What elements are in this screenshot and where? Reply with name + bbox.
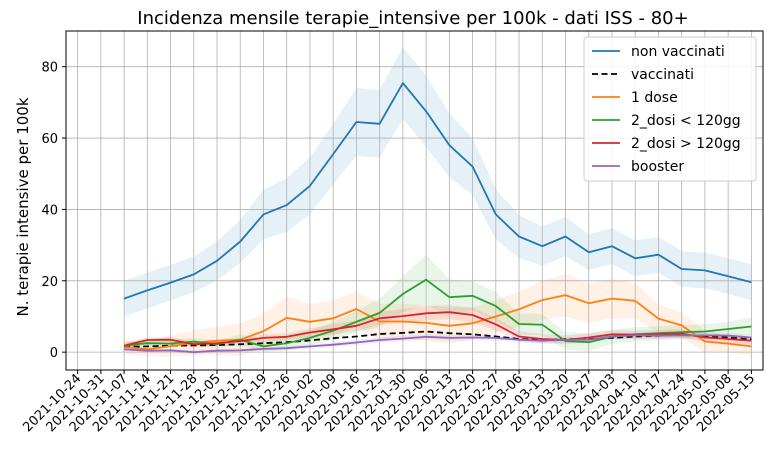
legend-label-0: non vaccinati bbox=[631, 44, 725, 60]
chart-title: Incidenza mensile terapie_intensive per … bbox=[137, 8, 688, 29]
series-line-0 bbox=[123, 82, 752, 300]
legend-label-3: 2_dosi < 120gg bbox=[631, 113, 741, 129]
series-line-2 bbox=[124, 294, 752, 351]
y-tick-label: 60 bbox=[41, 132, 58, 147]
series-band-3 bbox=[124, 254, 752, 352]
series-line-4 bbox=[123, 311, 752, 347]
legend-label-2: 1 dose bbox=[631, 90, 678, 106]
x-axis-ticks: 2021-10-242021-10-312021-11-072021-11-14… bbox=[20, 370, 758, 435]
legend-label-1: vaccinati bbox=[631, 67, 694, 83]
series-band-0 bbox=[124, 47, 752, 317]
y-tick-label: 80 bbox=[41, 61, 58, 76]
legend-box bbox=[583, 36, 757, 182]
y-tick-label: 20 bbox=[41, 275, 58, 290]
series-lines bbox=[123, 82, 752, 354]
y-tick-label: 0 bbox=[50, 346, 58, 361]
series-band-2 bbox=[124, 273, 752, 357]
y-axis-label: N. terapie intensive per 100k bbox=[14, 97, 32, 316]
series-line-5 bbox=[124, 334, 752, 354]
legend-label-5: booster bbox=[631, 159, 684, 175]
plot-frame bbox=[65, 30, 764, 371]
y-axis-ticks: 0 20 40 60 80 bbox=[41, 61, 66, 361]
legend-label-4: 2_dosi > 120gg bbox=[631, 136, 741, 152]
y-tick-label: 40 bbox=[41, 203, 58, 218]
legend: non vaccinati vaccinati 1 dose 2_dosi < 120… bbox=[583, 36, 757, 182]
